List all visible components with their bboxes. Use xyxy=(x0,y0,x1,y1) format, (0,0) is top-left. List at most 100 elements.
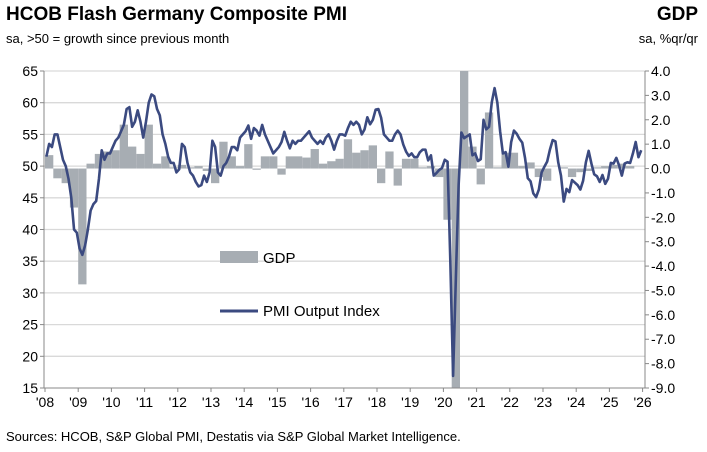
left-tick-label: 20 xyxy=(22,348,38,364)
x-tick-label: '08 xyxy=(36,394,54,410)
gdp-bar xyxy=(169,167,178,169)
gdp-bar xyxy=(161,156,170,169)
gdp-bar xyxy=(484,112,494,169)
right-tick-label: 0.0 xyxy=(651,161,671,177)
gdp-bar xyxy=(509,152,519,169)
x-tick-label: '21 xyxy=(467,394,485,410)
gdp-bar xyxy=(128,146,137,169)
gdp-bar xyxy=(152,163,162,169)
gdp-bar xyxy=(335,158,344,169)
gdp-bar xyxy=(493,167,502,169)
gdp-bar xyxy=(360,150,369,169)
gdp-bar xyxy=(518,166,527,169)
gdp-bar xyxy=(460,71,469,169)
gdp-bar xyxy=(352,152,361,169)
x-tick-label: '16 xyxy=(301,394,319,410)
left-tick-label: 45 xyxy=(22,190,38,206)
gdp-bar xyxy=(410,158,419,169)
gdp-bar xyxy=(385,151,394,169)
x-tick-label: '13 xyxy=(202,394,220,410)
right-tick-label: 2.0 xyxy=(651,112,671,128)
x-tick-label: '24 xyxy=(567,394,585,410)
right-tick-label: 3.0 xyxy=(651,87,671,103)
chart-subtitle: sa, >50 = growth since previous month xyxy=(6,31,230,46)
x-tick-label: '18 xyxy=(368,394,386,410)
right-tick-label: -6.0 xyxy=(651,307,675,323)
left-tick-label: 25 xyxy=(22,317,38,333)
x-tick-label: '20 xyxy=(434,394,452,410)
x-tick-label: '19 xyxy=(401,394,419,410)
right-tick-label: -7.0 xyxy=(651,331,675,347)
gdp-bar xyxy=(211,168,220,184)
gdp-bar xyxy=(244,144,253,169)
gdp-bar xyxy=(294,156,303,169)
gdp-bar xyxy=(177,164,187,169)
gdp-bar xyxy=(476,168,485,185)
right-tick-label: -3.0 xyxy=(651,234,675,250)
x-tick-label: '14 xyxy=(235,394,253,410)
right-tick-label: 4.0 xyxy=(651,63,671,79)
x-tick-label: '26 xyxy=(633,394,651,410)
right-tick-label: 1.0 xyxy=(651,136,671,152)
gdp-bar xyxy=(136,153,145,169)
gdp-bar xyxy=(252,168,261,170)
gdp-bar xyxy=(626,166,635,169)
gdp-bar xyxy=(377,168,386,184)
left-tick-label: 40 xyxy=(22,222,38,238)
gdp-bar xyxy=(194,166,203,169)
right-axis-subtitle: sa, %qr/qr xyxy=(638,31,698,46)
gdp-bar xyxy=(468,146,477,169)
x-tick-label: '22 xyxy=(501,394,519,410)
gdp-bar xyxy=(592,167,602,169)
right-axis-title: GDP xyxy=(656,4,698,25)
gdp-bar xyxy=(343,139,353,169)
pmi-line xyxy=(45,86,643,378)
right-tick-label: -5.0 xyxy=(651,282,675,298)
gdp-bar xyxy=(393,168,402,186)
x-tick-label: '12 xyxy=(169,394,187,410)
left-tick-label: 35 xyxy=(22,253,38,269)
gdp-bar xyxy=(327,161,336,169)
gdp-bar xyxy=(310,149,319,169)
source-note: Sources: HCOB, S&P Global PMI, Destatis … xyxy=(6,429,461,444)
gdp-bar xyxy=(94,153,104,169)
gdp-bar xyxy=(526,162,535,169)
left-tick-label: 60 xyxy=(22,95,38,111)
gdp-bar xyxy=(86,163,95,169)
x-tick-label: '10 xyxy=(102,394,120,410)
gdp-bar xyxy=(318,163,328,169)
gdp-bar xyxy=(418,167,427,169)
gdp-bar xyxy=(302,157,311,169)
chart-title: HCOB Flash Germany Composite PMI xyxy=(6,4,348,25)
gdp-bar xyxy=(617,163,626,169)
x-tick-label: '09 xyxy=(69,394,87,410)
right-tick-label: -4.0 xyxy=(651,258,675,274)
gdp-bar xyxy=(559,167,568,169)
x-tick-label: '23 xyxy=(534,394,552,410)
gdp-bar xyxy=(78,168,87,285)
gdp-bar xyxy=(103,151,112,169)
left-tick-label: 65 xyxy=(22,63,38,79)
right-tick-label: -9.0 xyxy=(651,380,675,396)
gdp-bar xyxy=(69,168,79,208)
left-tick-label: 30 xyxy=(22,285,38,301)
gdp-bar xyxy=(260,156,270,169)
left-tick-label: 50 xyxy=(22,158,38,174)
gdp-bar xyxy=(435,168,444,178)
x-tick-label: '15 xyxy=(268,394,286,410)
gdp-bar xyxy=(584,168,593,171)
gdp-bar xyxy=(368,145,377,169)
x-tick-label: '25 xyxy=(600,394,618,410)
gdp-bar xyxy=(61,168,70,184)
legend-gdp-swatch xyxy=(220,251,258,263)
gdp-bar xyxy=(285,156,294,169)
right-tick-label: -8.0 xyxy=(651,356,675,372)
gdp-bar xyxy=(144,124,153,169)
gdp-bar xyxy=(53,168,62,179)
gdp-bar xyxy=(119,124,128,169)
gdp-bar xyxy=(609,164,618,169)
right-tick-label: -1.0 xyxy=(651,185,675,201)
gdp-bar xyxy=(202,168,211,171)
